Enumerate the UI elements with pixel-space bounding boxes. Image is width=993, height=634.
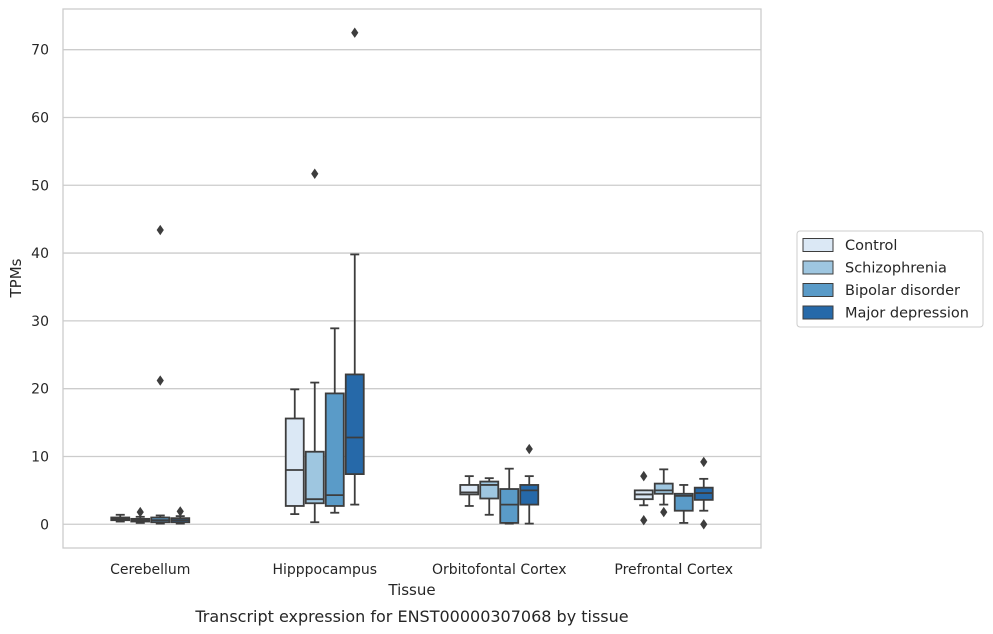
gridlines xyxy=(63,49,761,525)
x-tick-label: Orbitofontal Cortex xyxy=(432,562,567,578)
chart-caption: Transcript expression for ENST0000030706… xyxy=(194,607,628,626)
legend-frame xyxy=(796,230,984,328)
y-tick-label: 30 xyxy=(31,314,49,330)
x-tick-labels: Cerebellum Hipppocampus Orbitofontal Corte… xyxy=(110,562,733,578)
y-tick-labels: 0 10 20 30 40 50 60 70 xyxy=(31,43,49,534)
box-iqr xyxy=(324,392,345,507)
box-group xyxy=(673,484,694,524)
outlier-point xyxy=(640,470,648,482)
outlier-point xyxy=(156,375,164,386)
y-tick-label: 0 xyxy=(40,517,49,533)
legend-swatch xyxy=(802,283,834,297)
y-tick-label: 60 xyxy=(31,110,49,126)
box-group xyxy=(633,470,654,526)
legend-swatch xyxy=(802,238,834,252)
legend: Control Schizophrenia Bipolar disorder Majo… xyxy=(796,230,984,328)
y-tick-label: 70 xyxy=(31,43,49,59)
outlier-point xyxy=(351,27,359,38)
box-iqr xyxy=(459,484,480,496)
x-axis-title: Tissue xyxy=(387,581,435,599)
legend-label: Major depression xyxy=(845,306,969,322)
box-iqr xyxy=(499,488,520,524)
x-tick-label: Prefrontal Cortex xyxy=(614,562,733,578)
y-tick-label: 10 xyxy=(31,449,49,465)
box-group xyxy=(499,467,520,525)
box-group xyxy=(693,456,714,530)
box-iqr xyxy=(519,484,540,506)
outlier-point xyxy=(700,456,708,468)
box-group xyxy=(150,224,171,525)
box-group xyxy=(479,477,500,516)
legend-swatch xyxy=(802,260,834,275)
box-iqr xyxy=(304,450,325,505)
box-iqr xyxy=(653,482,674,495)
box-iqr xyxy=(344,373,365,475)
plot-frame xyxy=(62,8,762,549)
y-axis-title: TPMs xyxy=(7,258,25,298)
legend-swatch xyxy=(802,305,834,320)
legend-label: Schizophrenia xyxy=(845,261,947,277)
y-tick-label: 40 xyxy=(31,246,49,262)
box-group xyxy=(653,468,674,518)
box-group xyxy=(344,27,365,506)
box-group xyxy=(324,327,345,514)
box-iqr xyxy=(673,492,694,512)
outlier-point xyxy=(660,506,668,518)
boxes xyxy=(110,27,714,530)
y-tick-label: 20 xyxy=(31,382,49,398)
outlier-point xyxy=(525,443,533,455)
outlier-point xyxy=(311,168,319,179)
outlier-point xyxy=(156,224,164,236)
box-group xyxy=(304,168,325,524)
box-group xyxy=(519,443,540,525)
legend-label: Control xyxy=(845,238,897,254)
box-group xyxy=(284,388,305,516)
box-group xyxy=(170,506,191,525)
x-tick-label: Cerebellum xyxy=(110,562,190,578)
x-tick-label: Hipppocampus xyxy=(272,562,377,578)
outlier-point xyxy=(700,519,708,530)
outlier-point xyxy=(640,515,648,526)
box-iqr xyxy=(284,417,305,507)
outlier-point xyxy=(136,506,144,518)
y-tick-label: 50 xyxy=(31,178,49,194)
box-group xyxy=(110,513,131,523)
box-group xyxy=(459,475,480,507)
outlier-point xyxy=(176,506,184,517)
legend-label: Bipolar disorder xyxy=(845,283,960,299)
box-group xyxy=(130,506,151,524)
